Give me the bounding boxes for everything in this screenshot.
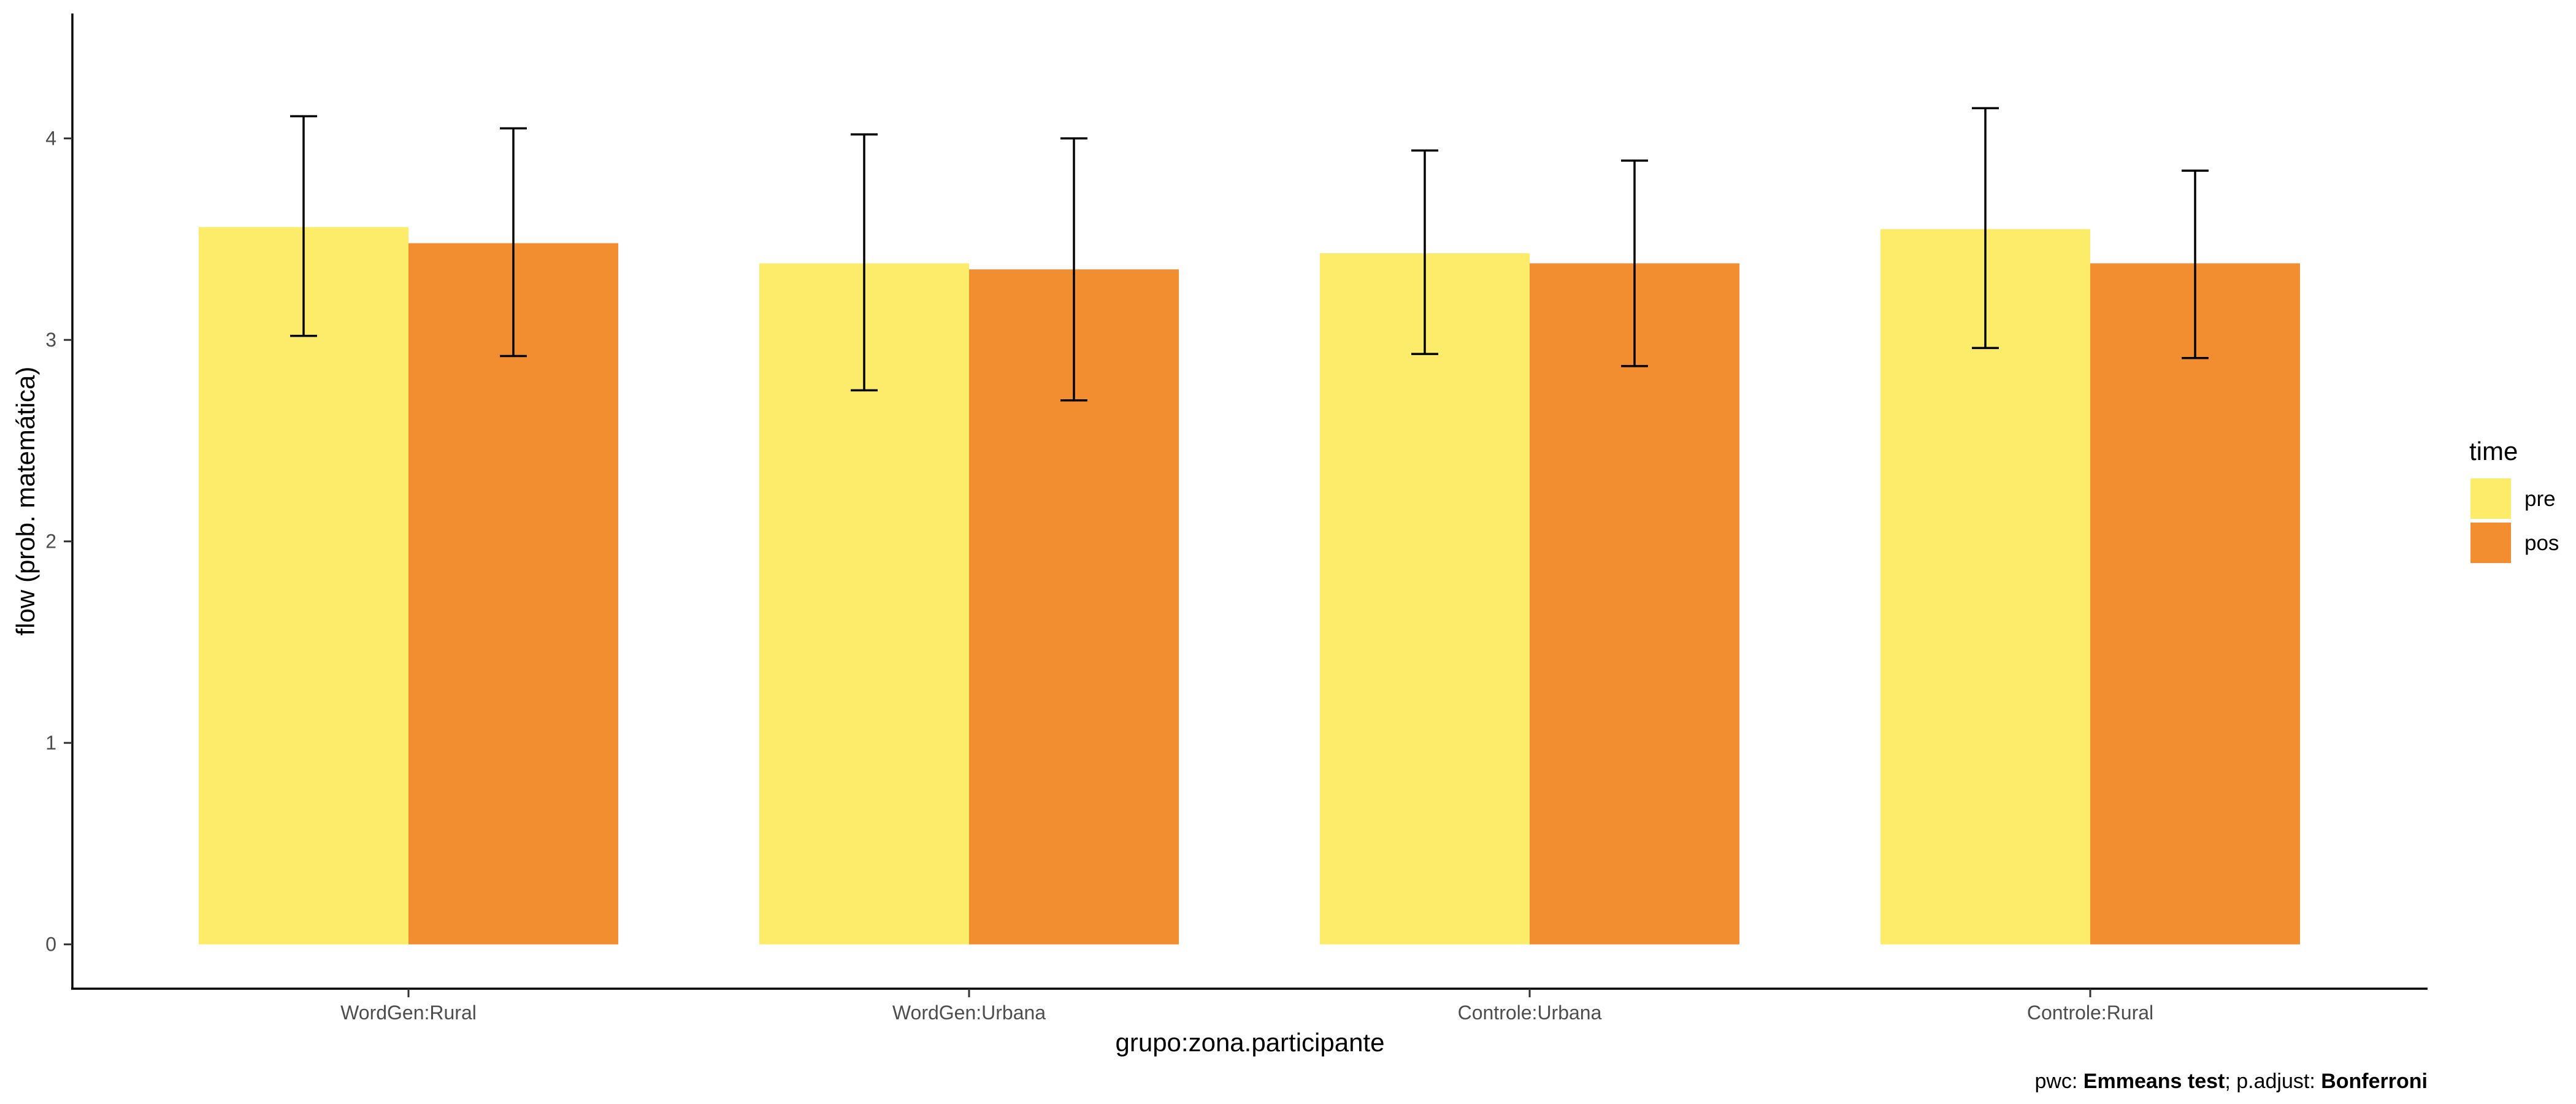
bar-pre-3	[1320, 253, 1530, 945]
caption-method: Bonferroni	[2321, 1070, 2428, 1093]
y-tick-label: 3	[45, 329, 56, 351]
caption-prefix: pwc:	[2034, 1070, 2083, 1093]
legend-swatch-pos	[2471, 523, 2511, 563]
y-tick-label: 2	[45, 531, 56, 553]
legend-item-pre: pre	[2471, 478, 2556, 519]
bar-pos-1	[408, 243, 618, 945]
caption: pwc: Emmeans test; p.adjust: Bonferroni	[2034, 1070, 2428, 1093]
bar-pos-3	[1530, 263, 1739, 945]
error-bar-pre-2	[851, 133, 878, 392]
error-bar-pre-3	[1411, 149, 1438, 355]
legend-swatch-pre	[2471, 478, 2511, 519]
x-axis-title: grupo:zona.participante	[1116, 1028, 1385, 1057]
x-tick-label: WordGen:Urbana	[892, 1002, 1046, 1024]
x-tick-label: WordGen:Rural	[340, 1002, 477, 1024]
error-bar-pos-3	[1621, 159, 1648, 367]
y-tick-label: 1	[45, 732, 56, 754]
error-bar-pre-4	[1972, 107, 1999, 350]
y-axis-title: flow (prob. matemática)	[11, 367, 40, 636]
legend-label-pos: pos	[2524, 531, 2559, 555]
legend-title: time	[2469, 437, 2518, 466]
error-bar-pos-4	[2182, 169, 2209, 359]
error-bar-pos-1	[500, 127, 527, 358]
x-tick-label: Controle:Rural	[2027, 1002, 2153, 1024]
y-ticks-layer: 0 1 2 3 4	[45, 128, 72, 956]
caption-test: Emmeans test	[2083, 1070, 2225, 1093]
error-bar-pos-2	[1060, 137, 1087, 402]
legend: time pre pos	[2469, 437, 2559, 563]
bar-pos-4	[2090, 263, 2300, 945]
x-tick-label: Controle:Urbana	[1458, 1002, 1602, 1024]
bar-pre-1	[199, 227, 408, 945]
y-tick-label: 0	[45, 933, 56, 956]
y-tick-label: 4	[45, 128, 56, 150]
error-bars-layer	[290, 107, 2209, 402]
legend-label-pre: pre	[2524, 487, 2556, 511]
error-bar-pre-1	[290, 115, 317, 337]
axes-layer	[71, 13, 2428, 990]
legend-item-pos: pos	[2471, 523, 2559, 563]
x-ticks-layer: WordGen:Rural WordGen:Urbana Controle:Urba…	[340, 989, 2153, 1024]
caption-middle: ; p.adjust:	[2225, 1070, 2321, 1093]
legend-items: pre pos	[2471, 478, 2559, 563]
